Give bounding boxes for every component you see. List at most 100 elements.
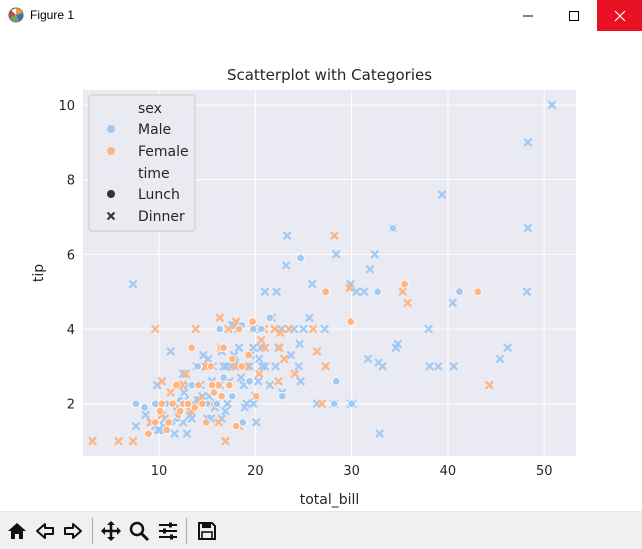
data-point [312, 347, 322, 356]
data-point [274, 377, 283, 386]
data-point [231, 421, 241, 431]
data-point [271, 362, 280, 371]
scatter-chart: 10 20 30 40 50 2 4 6 8 10 Scatterplot with Categ… [31, 66, 576, 508]
data-point [234, 324, 244, 334]
data-point [272, 287, 281, 296]
data-point [88, 436, 97, 446]
data-point [172, 380, 181, 390]
data-point [164, 418, 173, 427]
title-bar: Figure 1 [0, 0, 642, 31]
legend-header-sex: sex [138, 101, 162, 117]
data-point [131, 399, 141, 408]
x-tick-label: 50 [536, 464, 553, 479]
data-point [255, 354, 264, 363]
data-point [393, 339, 402, 349]
navigation-toolbar [0, 511, 642, 549]
data-point [260, 287, 270, 296]
data-point [168, 399, 177, 408]
y-tick-label: 2 [67, 398, 75, 413]
data-point [254, 377, 263, 386]
data-point [252, 392, 261, 401]
data-point [194, 380, 203, 390]
save-button[interactable] [195, 519, 219, 543]
data-point [346, 317, 355, 326]
data-point [547, 100, 557, 110]
data-point [290, 369, 299, 378]
data-point [128, 280, 138, 289]
data-point [473, 287, 482, 296]
data-point [256, 324, 266, 334]
data-point [249, 343, 258, 352]
data-point [485, 380, 494, 390]
data-point [321, 362, 330, 371]
forward-button[interactable] [61, 519, 85, 543]
y-axis-label: tip [31, 264, 47, 282]
data-point [320, 324, 329, 334]
configure-subplots-button[interactable] [156, 519, 180, 543]
data-point [378, 362, 387, 371]
data-point [495, 354, 505, 363]
data-point [217, 392, 226, 401]
data-point [225, 380, 234, 390]
legend-header-time: time [138, 166, 170, 182]
home-button[interactable] [5, 519, 29, 543]
data-point [278, 392, 287, 401]
data-point [201, 362, 210, 371]
back-button[interactable] [33, 519, 57, 543]
data-point [257, 362, 267, 371]
y-tick-label: 6 [67, 248, 75, 263]
data-point [438, 190, 447, 199]
data-point [228, 354, 237, 364]
maximize-button[interactable] [551, 0, 597, 31]
data-point [244, 350, 253, 360]
data-point [131, 422, 141, 431]
data-point [219, 373, 228, 382]
data-point [276, 328, 285, 337]
data-point [191, 324, 200, 334]
x-tick-label: 10 [151, 464, 168, 479]
data-point [170, 429, 179, 438]
data-point [242, 399, 251, 408]
data-point [265, 380, 274, 390]
data-point [183, 399, 193, 408]
data-point [284, 324, 294, 334]
data-point [215, 324, 224, 334]
minimize-icon [523, 15, 533, 16]
data-point [305, 313, 314, 322]
data-point [214, 418, 223, 427]
minimize-button[interactable] [505, 0, 551, 31]
data-point [237, 362, 247, 371]
data-point [151, 418, 160, 427]
data-point [308, 280, 317, 289]
data-point [240, 403, 249, 412]
data-point [347, 399, 356, 408]
legend-label-dinner: Dinner [138, 209, 185, 225]
data-point [424, 324, 433, 334]
legend-label-lunch: Lunch [138, 187, 180, 203]
x-tick-label: 30 [343, 464, 360, 479]
data-point [223, 399, 232, 408]
data-point [224, 324, 233, 334]
legend-label-female: Female [138, 144, 189, 160]
data-point [375, 429, 384, 438]
data-point [317, 399, 326, 408]
data-point [221, 407, 230, 416]
data-point [228, 392, 237, 401]
data-point [296, 253, 305, 263]
legend-marker-female [107, 147, 115, 155]
data-point [275, 343, 284, 352]
close-button[interactable] [597, 0, 642, 31]
data-point [166, 388, 175, 397]
zoom-button[interactable] [127, 519, 151, 543]
data-point [503, 343, 512, 352]
x-tick-label: 40 [440, 464, 457, 479]
legend-label-male: Male [138, 122, 171, 138]
pan-button[interactable] [99, 519, 123, 543]
data-point [270, 324, 279, 334]
toolbar-separator [92, 518, 93, 544]
data-point [187, 414, 196, 423]
data-point [522, 287, 531, 296]
data-point [398, 287, 407, 296]
data-point [523, 138, 532, 147]
data-point [155, 406, 165, 416]
